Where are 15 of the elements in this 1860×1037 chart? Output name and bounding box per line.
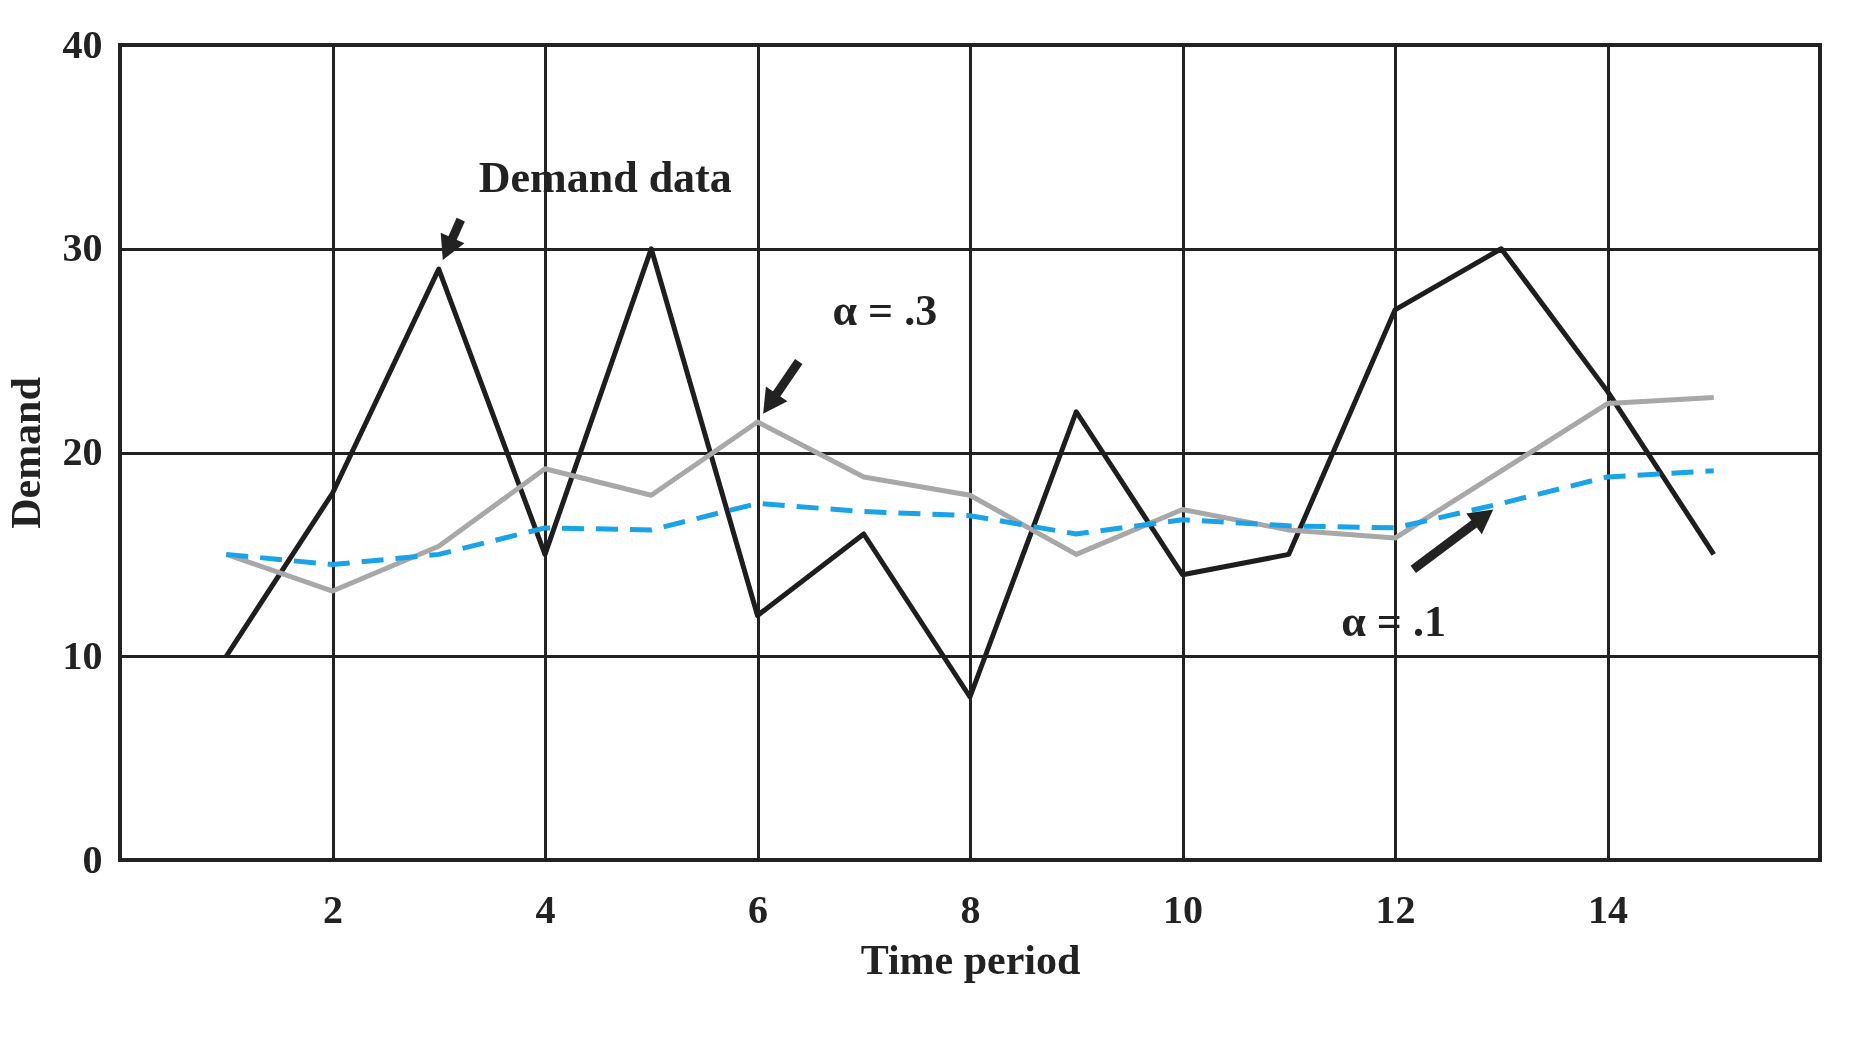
y-tick-label: 30: [62, 225, 103, 271]
x-tick-label: 12: [1375, 886, 1416, 932]
y-tick-label: 40: [62, 21, 103, 67]
x-tick-label: 2: [323, 886, 343, 932]
y-tick-label: 20: [62, 429, 103, 474]
y-tick-label: 0: [82, 836, 103, 882]
x-tick-label: 10: [1163, 886, 1203, 932]
x-tick-label: 6: [748, 886, 768, 932]
x-tick-label: 14: [1588, 886, 1628, 932]
x-tick-label: 4: [535, 886, 556, 932]
x-axis-title: Time period: [860, 936, 1081, 983]
annotation: α = .3: [832, 285, 938, 335]
x-tick-label: 8: [960, 886, 981, 932]
y-axis-title: Demand: [2, 377, 49, 529]
y-tick-label: 10: [62, 632, 103, 678]
